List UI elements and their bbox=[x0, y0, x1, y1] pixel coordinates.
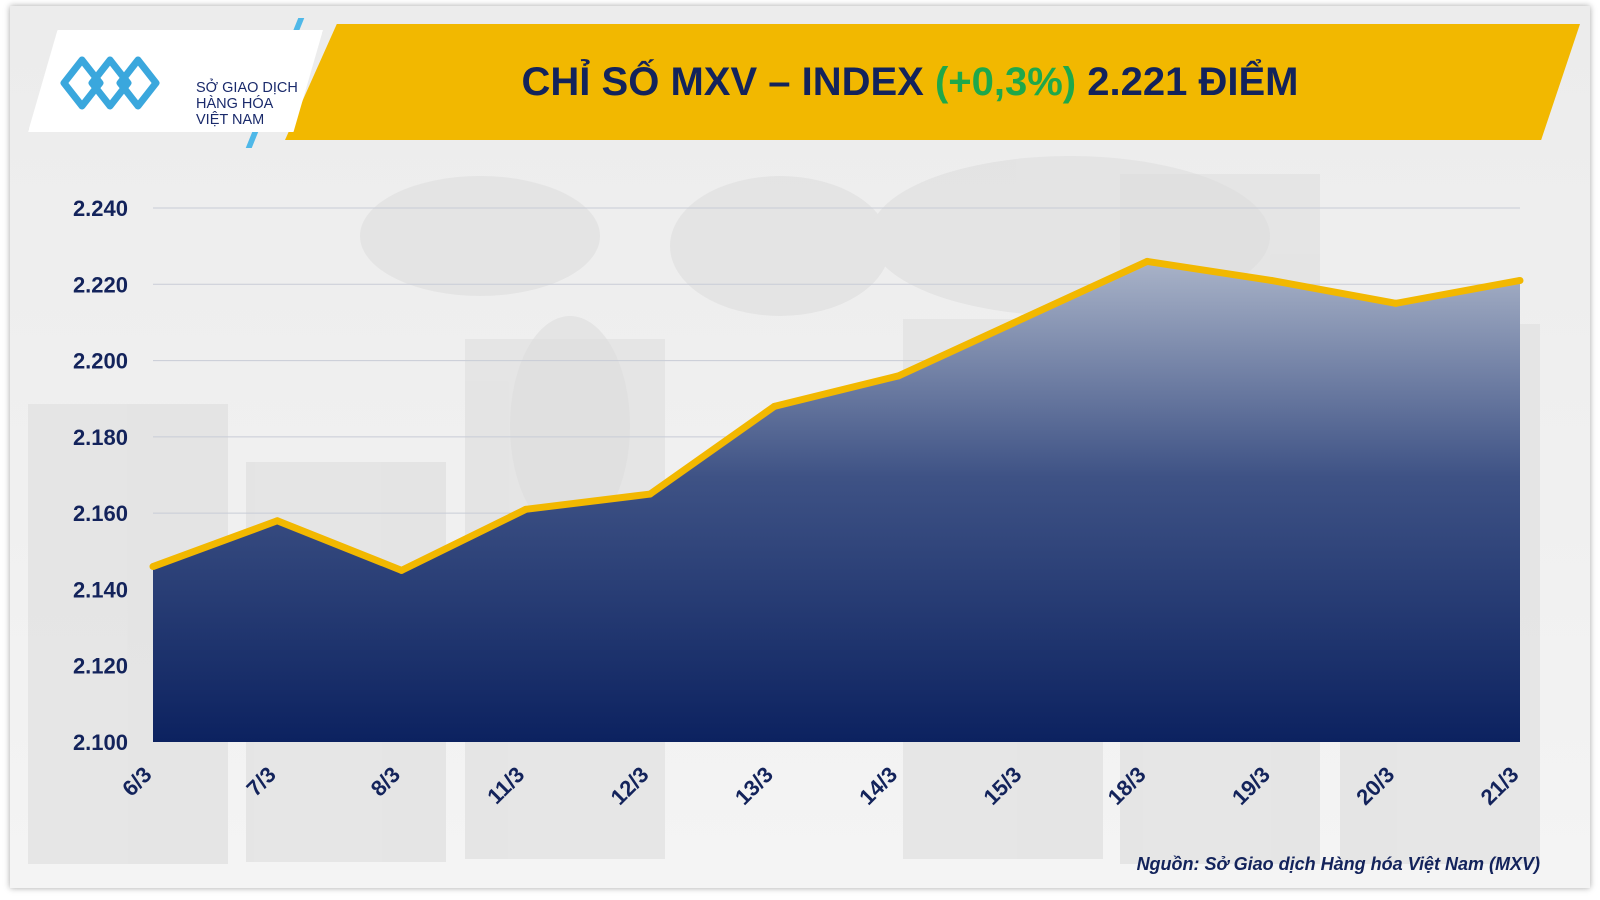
data-point-19-3 bbox=[1267, 276, 1275, 284]
data-point-14-3 bbox=[895, 372, 903, 380]
data-point-6-3 bbox=[149, 563, 157, 571]
x-tick-label: 7/3 bbox=[241, 762, 280, 801]
y-tick-label: 2.160 bbox=[73, 501, 128, 526]
logo-line-3: VIỆT NAM bbox=[196, 112, 265, 128]
logo-line-1: SỞ GIAO DỊCH bbox=[196, 80, 298, 96]
mxv-logo-icon bbox=[60, 56, 160, 110]
y-tick-label: 2.100 bbox=[73, 730, 128, 755]
data-point-18-3 bbox=[1143, 257, 1151, 265]
data-point-13-3 bbox=[770, 402, 778, 410]
data-point-21-3 bbox=[1516, 276, 1524, 284]
x-axis-labels: 6/3 7/3 8/3 11/3 12/3 13/3 14/3 15/3 18/3 19/3 20/… bbox=[117, 762, 1523, 810]
x-tick-label: 6/3 bbox=[117, 762, 156, 801]
x-tick-label: 12/3 bbox=[606, 762, 654, 810]
title-banner bbox=[285, 24, 1580, 140]
x-tick-label: 20/3 bbox=[1351, 762, 1399, 810]
y-tick-label: 2.180 bbox=[73, 425, 128, 450]
data-point-7-3 bbox=[273, 517, 281, 525]
data-point-11-3 bbox=[522, 505, 530, 513]
x-tick-label: 21/3 bbox=[1476, 762, 1524, 810]
chart-card: CHỈ SỐ MXV – INDEX (+0,3%) 2.221 ĐIỂM SỞ… bbox=[10, 6, 1590, 888]
data-point-20-3 bbox=[1392, 299, 1400, 307]
x-tick-label: 15/3 bbox=[978, 762, 1026, 810]
chart-title: CHỈ SỐ MXV – INDEX (+0,3%) 2.221 ĐIỂM bbox=[330, 24, 1490, 140]
y-tick-label: 2.240 bbox=[73, 196, 128, 221]
data-point-15-3 bbox=[1019, 315, 1027, 323]
y-tick-label: 2.120 bbox=[73, 654, 128, 679]
area-chart: 2.100 2.120 2.140 2.160 2.180 2.200 2.220 2.240… bbox=[73, 196, 1524, 810]
x-tick-label: 19/3 bbox=[1227, 762, 1275, 810]
x-tick-label: 8/3 bbox=[366, 762, 405, 801]
series-line bbox=[151, 257, 1521, 574]
x-tick-label: 11/3 bbox=[482, 762, 529, 809]
y-axis-labels: 2.100 2.120 2.140 2.160 2.180 2.200 2.220 2.240 bbox=[73, 196, 128, 755]
y-tick-label: 2.140 bbox=[73, 577, 128, 602]
logo-line-2: HÀNG HÓA bbox=[196, 96, 274, 112]
y-tick-label: 2.220 bbox=[73, 272, 128, 297]
x-tick-label: 18/3 bbox=[1103, 762, 1151, 810]
x-tick-label: 14/3 bbox=[854, 762, 902, 810]
logo-text: SỞ GIAO DỊCH HÀNG HÓA VIỆT NAM bbox=[196, 80, 323, 128]
source-note: Nguồn: Sở Giao dịch Hàng hóa Việt Nam (M… bbox=[1136, 854, 1540, 874]
y-tick-label: 2.200 bbox=[73, 349, 128, 374]
area-series bbox=[149, 257, 1524, 742]
x-tick-label: 13/3 bbox=[730, 762, 778, 810]
title-change: (+0,3%) bbox=[934, 59, 1077, 104]
data-point-12-3 bbox=[646, 490, 654, 498]
title-prefix: CHỈ SỐ MXV – INDEX bbox=[521, 59, 935, 104]
area-fill bbox=[153, 261, 1520, 742]
title-suffix: 2.221 ĐIỂM bbox=[1076, 59, 1299, 104]
mxv-logo: SỞ GIAO DỊCH HÀNG HÓA VIỆT NAM bbox=[28, 30, 323, 132]
data-point-8-3 bbox=[398, 566, 406, 574]
